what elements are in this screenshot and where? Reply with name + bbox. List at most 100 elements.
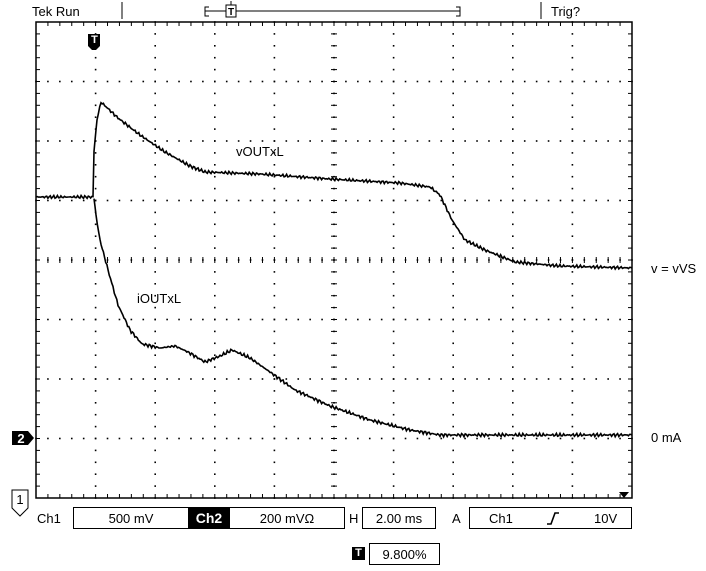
grid-dot xyxy=(416,378,419,380)
grid-dot xyxy=(571,342,574,345)
grid-dot xyxy=(392,378,395,380)
grid-dot xyxy=(571,199,574,202)
grid-dot xyxy=(190,199,192,202)
grid-dot xyxy=(595,378,598,380)
grid-dot xyxy=(357,80,359,83)
grid-dot xyxy=(404,140,407,142)
graticule-grid xyxy=(35,21,633,499)
grid-dot xyxy=(512,402,514,404)
grid-dot xyxy=(571,449,574,452)
grid-dot xyxy=(452,128,454,130)
grid-dot xyxy=(583,80,586,83)
grid-dot xyxy=(392,330,395,333)
grid-dot xyxy=(309,378,311,380)
grid-dot xyxy=(571,140,574,142)
grid-dot xyxy=(94,390,97,392)
grid-dot xyxy=(428,318,431,321)
grid-dot xyxy=(512,413,514,416)
grid-dot xyxy=(94,402,97,404)
ch2-label: Ch2 xyxy=(189,507,229,529)
grid-dot xyxy=(154,318,156,321)
grid-dot xyxy=(500,318,502,321)
trigger-position-marker xyxy=(88,34,100,50)
grid-dot xyxy=(428,199,431,202)
grid-dot xyxy=(428,378,431,380)
grid-dot xyxy=(273,437,276,440)
grid-dot xyxy=(512,354,514,356)
grid-dot xyxy=(154,45,156,47)
grid-dot xyxy=(488,140,490,142)
grid-dot xyxy=(225,318,228,321)
grid-dot xyxy=(404,378,407,380)
trigger-level: 10V xyxy=(594,511,618,526)
grid-dot xyxy=(154,175,156,178)
grid-dot xyxy=(214,104,216,107)
grid-dot xyxy=(452,164,454,166)
grid-dot xyxy=(392,199,395,202)
grid-dot xyxy=(607,80,609,83)
grid-dot xyxy=(273,413,276,416)
grid-dot xyxy=(249,318,252,321)
grid-dot xyxy=(214,425,216,428)
grid-dot xyxy=(321,199,323,202)
grid-dot xyxy=(94,413,97,416)
current-trace-label: iOUTxL xyxy=(137,291,182,306)
ch1-reference-label: v = vVS xyxy=(651,261,697,276)
grid-dot xyxy=(309,199,311,202)
grid-dot xyxy=(392,318,395,321)
trigger-readout: Ch1 10V xyxy=(469,507,632,529)
grid-dot xyxy=(154,68,156,71)
grid-dot xyxy=(452,318,454,321)
grid-dot xyxy=(619,199,621,202)
grid-dot xyxy=(452,152,454,154)
grid-dot xyxy=(392,413,395,416)
grid-dot xyxy=(237,437,240,440)
trigger-position-icon: T xyxy=(352,547,365,560)
grid-dot xyxy=(106,378,109,380)
grid-dot xyxy=(321,318,323,321)
grid-dot xyxy=(94,330,97,333)
grid-dot xyxy=(512,152,514,154)
grid-dot xyxy=(178,199,180,202)
grid-dot xyxy=(202,140,204,142)
grid-dot xyxy=(47,378,49,380)
grid-dot xyxy=(607,378,609,380)
grid-dot xyxy=(214,33,216,35)
grid-dot xyxy=(94,473,97,475)
grid-dot xyxy=(214,175,216,178)
grid-dot xyxy=(94,485,97,487)
grid-dot xyxy=(440,318,443,321)
grid-dot xyxy=(512,306,514,309)
grid-dot xyxy=(452,330,454,333)
grid-dot xyxy=(392,92,395,95)
trigger-marker-label: T xyxy=(91,34,98,46)
grid-dot xyxy=(106,437,109,440)
grid-dot xyxy=(154,211,156,214)
grid-dot xyxy=(559,378,562,380)
grid-dot xyxy=(488,437,490,440)
grid-dot xyxy=(47,437,49,440)
grid-dot xyxy=(357,140,359,142)
grid-dot xyxy=(142,437,145,440)
grid-dot xyxy=(416,318,419,321)
grid-dot xyxy=(94,318,97,321)
grid-dot xyxy=(476,378,478,380)
grid-dot xyxy=(571,104,574,107)
grid-dot xyxy=(214,318,216,321)
grid-dot xyxy=(512,366,514,368)
grid-dot xyxy=(547,140,550,142)
grid-dot xyxy=(488,80,490,83)
ch2-scale: 200 mVΩ xyxy=(229,507,345,529)
grid-dot xyxy=(476,437,478,440)
grid-dot xyxy=(190,378,192,380)
grid-dot xyxy=(571,294,574,297)
grid-dot xyxy=(452,485,454,487)
grid-dot xyxy=(452,425,454,428)
grid-dot xyxy=(142,80,145,83)
grid-dot xyxy=(512,294,514,297)
grid-dot xyxy=(380,318,383,321)
grid-dot xyxy=(237,318,240,321)
grid-dot xyxy=(178,437,180,440)
grid-dot xyxy=(297,199,300,202)
record-position-bar xyxy=(204,6,461,17)
